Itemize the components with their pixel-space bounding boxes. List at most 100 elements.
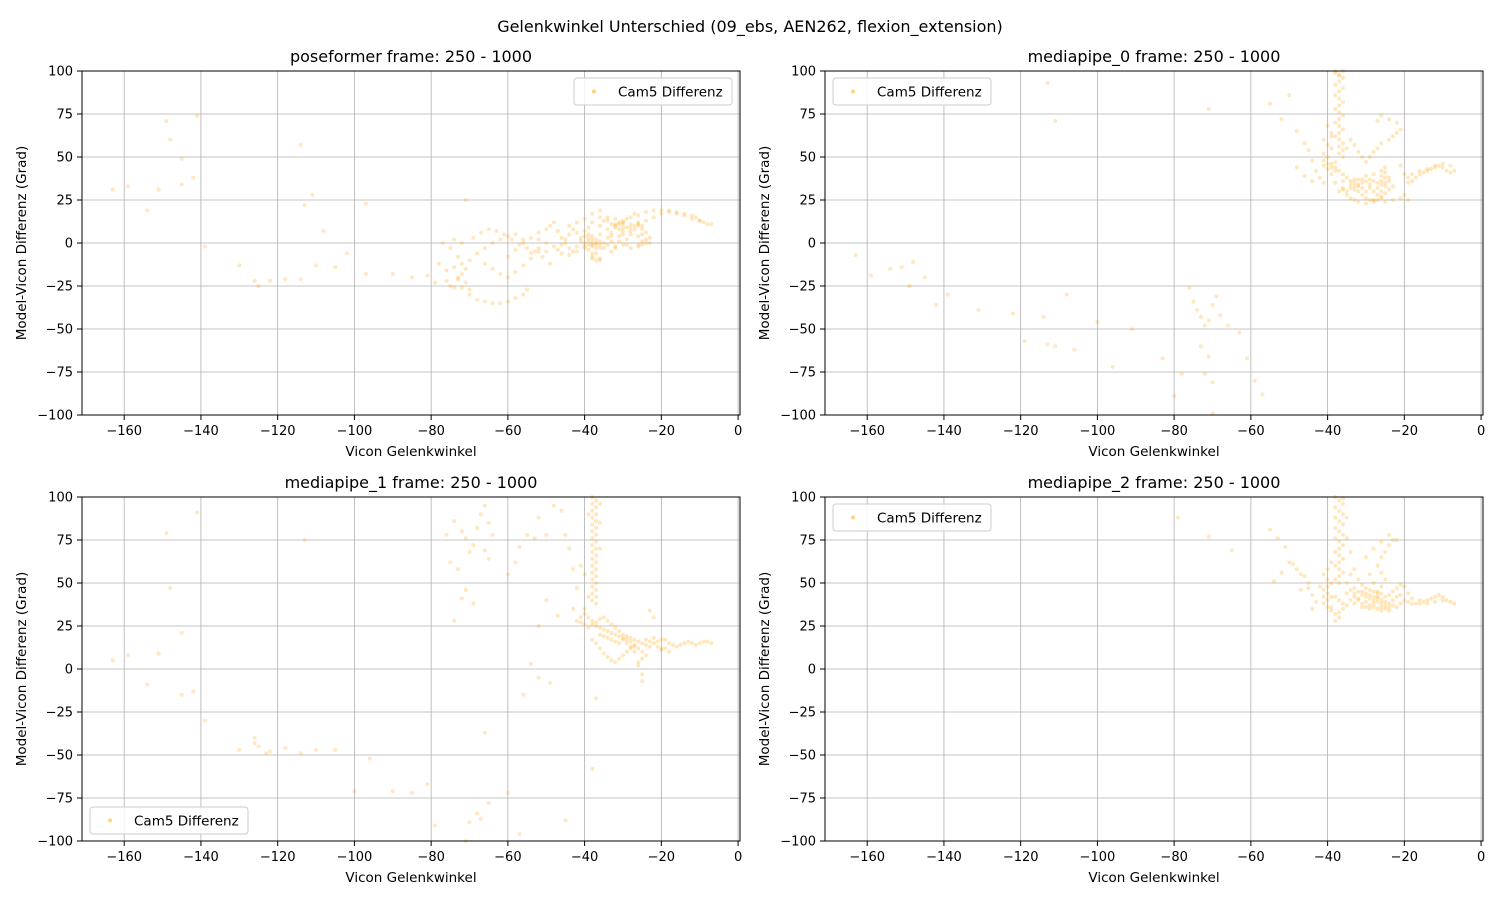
data-point [567,223,572,228]
data-point [693,215,698,220]
data-point [1206,534,1211,539]
data-point [490,241,495,245]
data-point [1390,589,1395,594]
data-point [1333,550,1338,555]
data-point [1268,527,1273,532]
data-point [459,596,464,601]
data-point [1340,99,1345,104]
data-point [617,656,622,661]
y-axis-label: Model-Vicon Differenz (Grad) [757,572,773,766]
data-point [590,766,595,771]
data-point [853,253,858,258]
data-point [482,261,487,266]
data-point [1337,74,1342,79]
data-point [548,680,553,685]
data-point [505,234,510,239]
data-point [513,296,518,301]
data-point [1406,175,1411,180]
data-point [490,266,495,271]
data-point [582,234,587,239]
data-point [1387,179,1391,184]
y-tick-label: 75 [56,108,73,123]
data-point [1340,187,1345,192]
data-point [1337,96,1342,101]
legend-marker [108,818,112,823]
data-point [647,644,652,649]
data-point [1425,601,1430,606]
data-point [471,235,476,240]
data-point [1045,342,1050,347]
data-point [590,244,595,249]
data-point [1367,182,1372,187]
data-point [1337,124,1342,129]
x-tick-label: −160 [106,850,142,865]
data-point [498,271,503,276]
data-point [1367,155,1372,159]
data-point [1375,591,1380,596]
data-point [1425,598,1430,603]
data-point [1210,380,1215,385]
data-point [632,637,637,642]
data-point [609,249,614,254]
data-point [1337,117,1342,122]
data-point [191,175,196,180]
data-point [551,244,556,249]
data-point [1387,532,1391,537]
data-point [1275,536,1280,541]
data-point [601,651,606,656]
data-point [1310,593,1315,598]
data-point [609,222,614,227]
subplot-title: mediapipe_1 frame: 250 - 1000 [285,473,538,493]
data-point [1379,555,1384,560]
data-point [586,232,591,237]
data-point [1429,167,1434,172]
data-point [1421,170,1426,175]
data-point [1329,130,1334,135]
data-point [1340,86,1345,91]
data-point [1321,587,1326,592]
data-point [1379,591,1384,596]
data-point [667,641,672,646]
data-point [1302,574,1307,579]
data-point [1363,201,1368,206]
data-point [310,192,315,197]
data-point [674,644,679,649]
data-point [1072,347,1077,352]
data-point [613,632,618,637]
data-point [590,529,595,534]
data-point [567,246,572,251]
data-point [594,258,599,263]
data-point [1436,163,1441,168]
data-point [1398,196,1403,201]
data-point [1387,175,1391,180]
data-point [609,622,614,627]
data-point [1306,581,1311,585]
data-point [1337,610,1342,615]
legend: Cam5 Differenz [832,77,992,106]
data-point [363,271,368,276]
data-point [628,246,633,251]
data-point [1329,134,1334,139]
data-point [536,237,541,242]
data-point [126,653,131,658]
data-point [659,648,664,653]
data-point [605,636,610,641]
y-tick-label: 25 [799,620,816,635]
data-point [1333,536,1338,541]
data-point [567,232,572,237]
data-point [628,225,633,230]
data-point [590,618,595,623]
data-point [651,215,656,220]
data-point [1379,173,1384,178]
data-point [1045,81,1050,86]
data-point [168,137,173,142]
data-point [709,222,714,227]
data-point [1379,113,1384,118]
data-point [620,636,625,641]
data-point [1390,184,1395,189]
data-point [1340,75,1345,80]
data-point [1363,605,1368,610]
data-point [594,241,599,245]
data-point [1279,570,1284,575]
data-point [505,299,510,304]
